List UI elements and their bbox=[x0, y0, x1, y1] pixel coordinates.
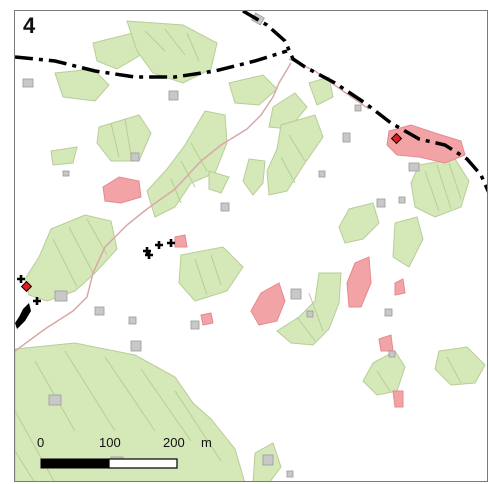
building bbox=[318, 170, 326, 178]
vegetation-patch bbox=[268, 92, 308, 130]
vegetation-patch bbox=[410, 158, 470, 218]
pink-area bbox=[174, 234, 188, 248]
vegetation-patch bbox=[276, 272, 342, 346]
scale-tick-0: 0 bbox=[37, 435, 44, 450]
pink-area bbox=[200, 312, 214, 326]
building bbox=[128, 316, 137, 325]
pink-area bbox=[346, 256, 372, 308]
vegetation-patch bbox=[15, 342, 245, 481]
building bbox=[354, 104, 362, 112]
vegetation-patch bbox=[392, 216, 424, 268]
building bbox=[168, 90, 179, 101]
boundary-line bbox=[15, 11, 487, 193]
vegetation-patch bbox=[96, 114, 152, 162]
building bbox=[190, 320, 200, 330]
panel-label: 4 bbox=[23, 13, 36, 38]
vegetation-patch bbox=[50, 146, 78, 166]
diamond-marker bbox=[20, 280, 33, 293]
vegetation-patch bbox=[228, 74, 278, 106]
building bbox=[220, 202, 230, 212]
scale-bar: 0 100 200 m bbox=[37, 435, 212, 469]
building bbox=[384, 308, 393, 317]
building bbox=[130, 340, 142, 352]
pink-area bbox=[392, 390, 404, 408]
scale-tick-100: 100 bbox=[99, 435, 121, 450]
pink-area bbox=[386, 124, 466, 164]
map-canvas[interactable]: 0 100 200 m bbox=[15, 11, 488, 482]
diamond-marker-group bbox=[20, 132, 403, 293]
pink-area bbox=[102, 176, 142, 204]
building bbox=[376, 198, 386, 208]
building bbox=[54, 290, 68, 302]
scale-unit: m bbox=[201, 435, 212, 450]
vegetation-patch bbox=[308, 76, 334, 106]
building bbox=[388, 350, 396, 358]
scale-tick-200: 200 bbox=[163, 435, 185, 450]
vegetation-patch bbox=[434, 346, 486, 386]
building bbox=[48, 394, 62, 406]
vegetation-patch bbox=[54, 68, 110, 102]
scale-bar-white-segment bbox=[108, 458, 178, 469]
cross-marker-group bbox=[17, 239, 175, 305]
building bbox=[130, 152, 140, 162]
building bbox=[306, 310, 314, 318]
pink-area bbox=[250, 282, 286, 326]
road-line bbox=[15, 62, 292, 352]
building bbox=[342, 132, 351, 143]
pink-area bbox=[394, 278, 406, 296]
building bbox=[398, 196, 406, 204]
vegetation-patch bbox=[146, 110, 228, 218]
diamond-marker bbox=[390, 132, 403, 145]
vegetation-layer bbox=[15, 20, 486, 481]
dark-feature bbox=[15, 303, 31, 329]
cross-marker bbox=[167, 239, 175, 247]
vegetation-patch bbox=[242, 158, 266, 196]
vegetation-patch bbox=[208, 170, 230, 194]
vegetation-patch bbox=[266, 114, 324, 196]
vegetation-patch bbox=[362, 350, 406, 396]
building bbox=[22, 78, 34, 88]
building bbox=[62, 170, 70, 177]
building bbox=[262, 454, 274, 466]
building bbox=[290, 288, 302, 300]
map-frame[interactable]: 0 100 200 m 4 bbox=[14, 10, 488, 482]
vegetation-patch bbox=[24, 214, 118, 302]
contour-lines bbox=[15, 28, 462, 481]
cross-marker bbox=[17, 275, 25, 283]
pink-area bbox=[378, 334, 394, 352]
cross-marker bbox=[33, 297, 41, 305]
building bbox=[94, 306, 105, 316]
pink-area-layer bbox=[102, 124, 466, 408]
scale-bar-black-segment bbox=[40, 458, 110, 469]
cross-marker bbox=[145, 251, 153, 259]
building bbox=[408, 162, 420, 172]
building bbox=[286, 470, 294, 478]
cross-marker bbox=[155, 241, 163, 249]
vegetation-patch bbox=[338, 202, 380, 244]
vegetation-patch bbox=[126, 20, 218, 84]
